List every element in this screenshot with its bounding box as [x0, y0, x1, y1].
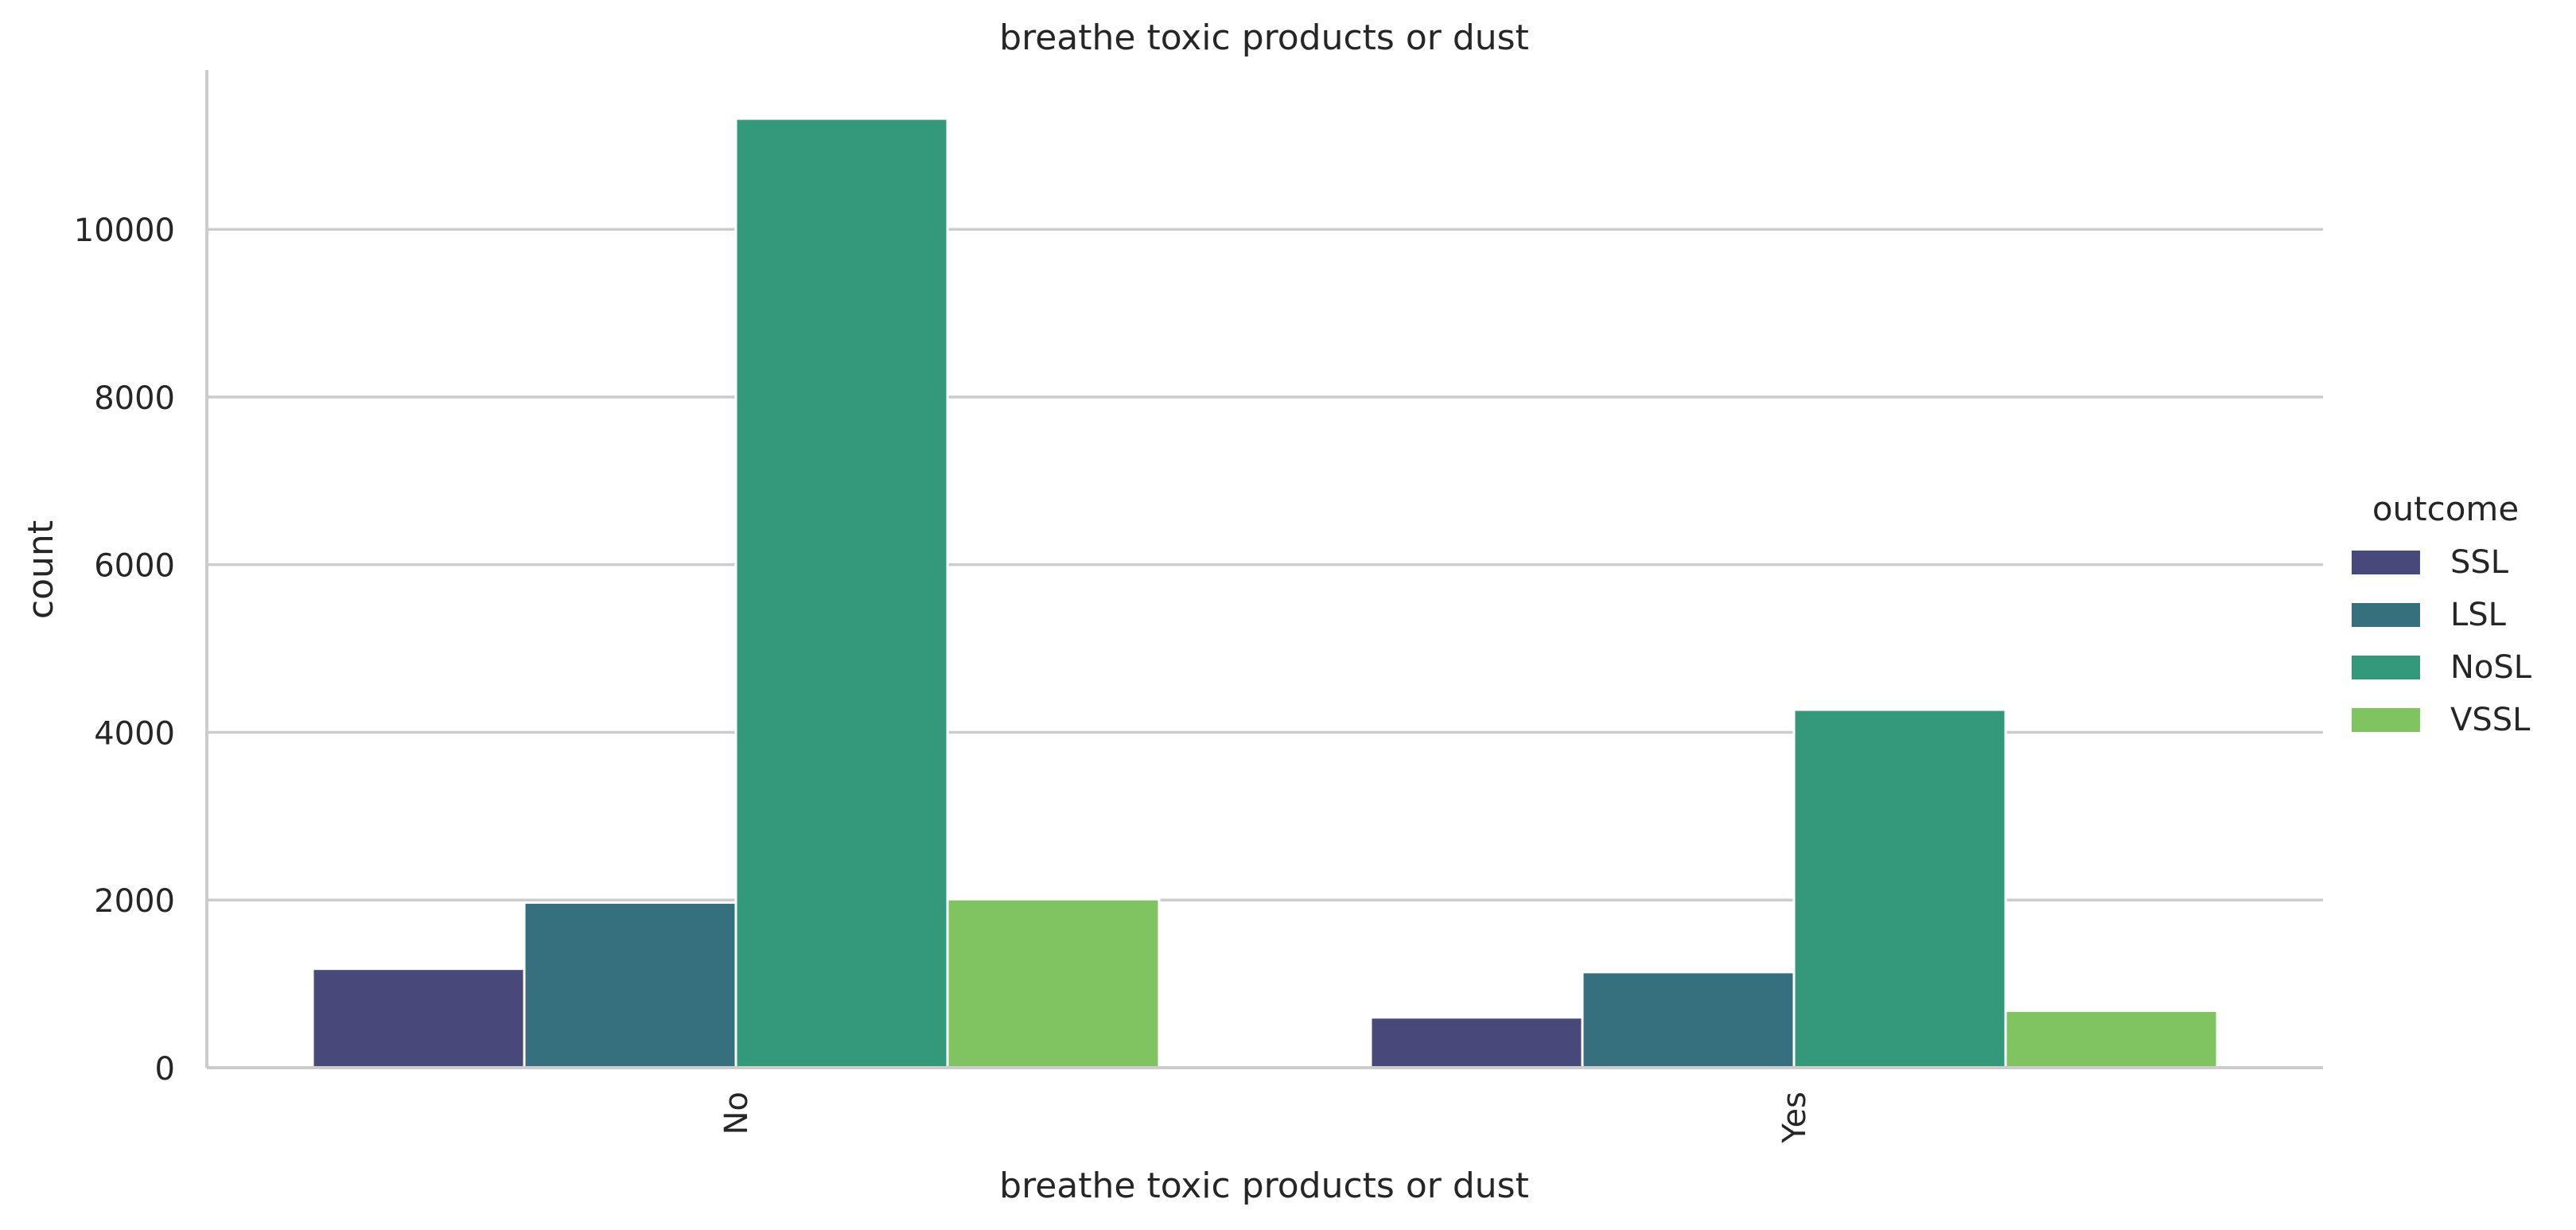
- y-tick-label: 4000: [94, 715, 175, 752]
- bars: [311, 117, 2219, 1069]
- bar-ssl-no: [311, 967, 526, 1069]
- chart-title: breathe toxic products or dust: [999, 18, 1529, 58]
- x-tick-label: Yes: [1776, 1092, 1813, 1144]
- y-tick-label: 6000: [94, 548, 175, 585]
- legend-swatch-lsl: [2352, 603, 2420, 627]
- x-tick-labels: No Yes: [718, 1092, 1813, 1144]
- bar-nosl-yes: [1792, 708, 2007, 1069]
- y-tick-label: 8000: [94, 380, 175, 417]
- y-tick-label: 0: [155, 1051, 175, 1088]
- legend-label-lsl: LSL: [2450, 597, 2507, 633]
- bar-vssl-yes: [2004, 1009, 2219, 1069]
- legend-title: outcome: [2372, 489, 2519, 528]
- x-tick-label: No: [718, 1092, 755, 1135]
- y-tick-label: 10000: [74, 212, 175, 249]
- legend-label-vssl: VSSL: [2450, 702, 2531, 738]
- y-tick-label: 2000: [94, 883, 175, 920]
- y-axis-label: count: [21, 520, 61, 619]
- legend-label-ssl: SSL: [2450, 544, 2509, 581]
- legend-swatch-nosl: [2352, 656, 2420, 679]
- bar-nosl-no: [734, 117, 949, 1069]
- bar-vssl-no: [946, 897, 1161, 1069]
- bar-lsl-no: [523, 901, 737, 1069]
- bar-ssl-yes: [1369, 1016, 1584, 1069]
- legend-swatch-vssl: [2352, 708, 2420, 732]
- y-tick-labels: 0 2000 4000 6000 8000 10000: [74, 212, 175, 1088]
- x-axis-label: breathe toxic products or dust: [999, 1166, 1529, 1206]
- bar-lsl-yes: [1581, 971, 1796, 1069]
- legend-swatch-ssl: [2352, 551, 2420, 574]
- legend: outcome SSL LSL NoSL VSSL: [2352, 489, 2532, 738]
- legend-label-nosl: NoSL: [2450, 649, 2532, 686]
